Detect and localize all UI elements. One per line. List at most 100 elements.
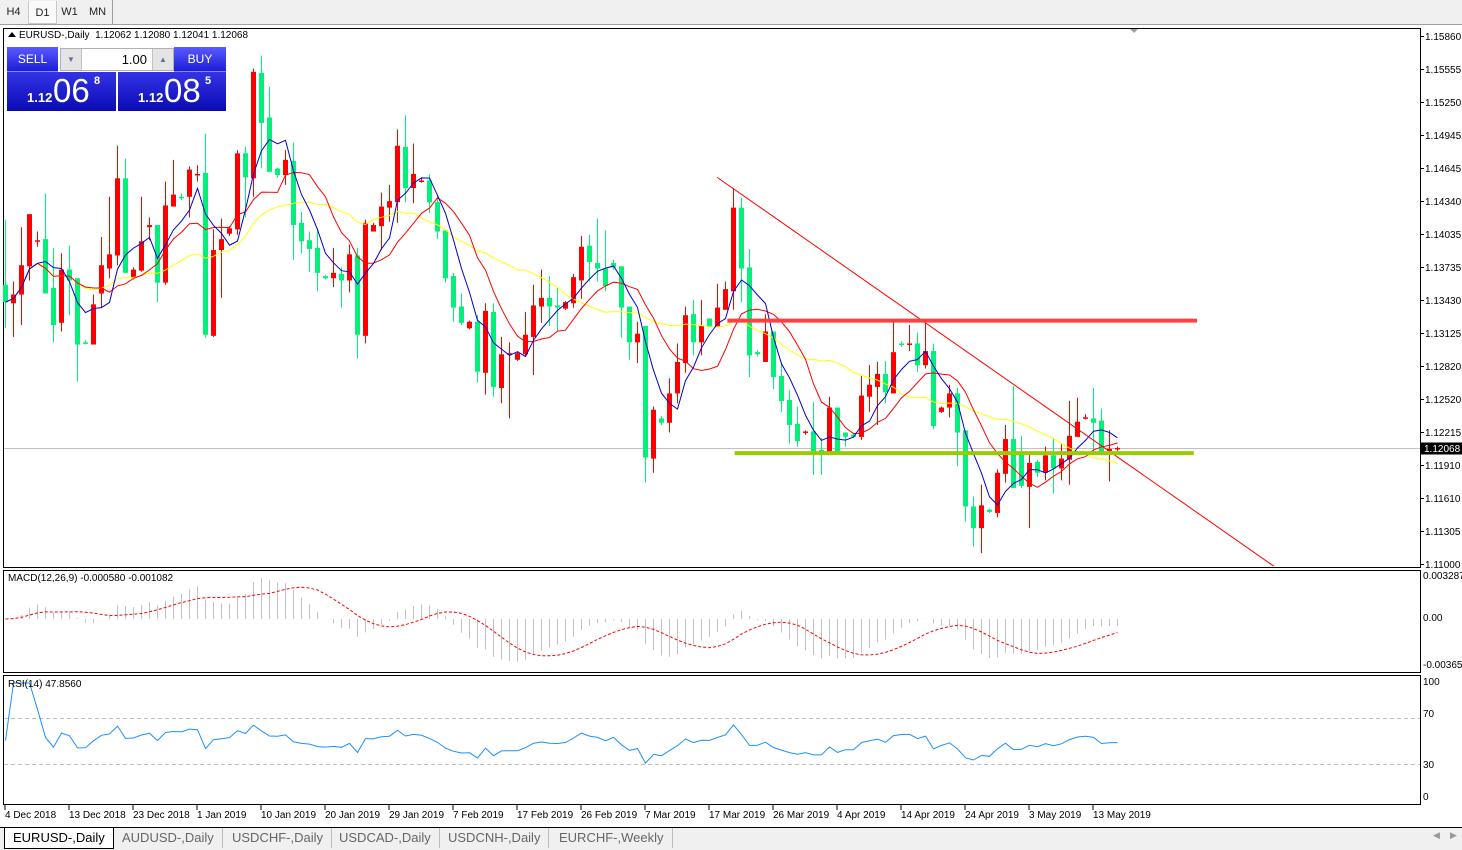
candle-bullish xyxy=(1115,447,1120,450)
tab-eurusd-daily[interactable]: EURUSD-,Daily xyxy=(4,828,114,849)
candle-bearish xyxy=(771,331,776,378)
collapse-triangle-icon[interactable] xyxy=(8,32,16,37)
price-axis-label: 1.15250 xyxy=(1425,98,1462,109)
price-axis-label: 1.14340 xyxy=(1425,197,1462,208)
timeframe-w1[interactable]: W1 xyxy=(61,6,78,18)
candle-bearish xyxy=(707,318,712,328)
candle-bearish xyxy=(259,72,264,123)
chart-shift-marker-icon xyxy=(1130,29,1138,33)
candle-bearish xyxy=(435,202,440,232)
date-axis-label: 3 May 2019 xyxy=(1029,810,1082,821)
tabs-scroll-right-icon[interactable]: ▶ xyxy=(1450,830,1457,840)
candle-bearish xyxy=(275,168,280,176)
candle-bearish xyxy=(587,245,592,262)
chart-canvas[interactable]: 1.15860 1.15555 1.15250 1.14945 1.14645 1.143… xyxy=(0,0,1462,827)
candle-bearish xyxy=(795,423,800,442)
lot-size-input[interactable] xyxy=(83,50,147,68)
candle-bullish xyxy=(1003,439,1008,474)
candle-bullish xyxy=(395,145,400,203)
candle-bullish xyxy=(675,361,680,394)
timeframe-h4[interactable]: H4 xyxy=(6,6,21,18)
timeframe-mn[interactable]: MN xyxy=(88,6,107,18)
candle-bearish xyxy=(155,225,160,283)
price-axis-label: 1.11910 xyxy=(1425,461,1461,472)
sell-price-button[interactable]: 1.12 06 8 xyxy=(7,72,116,111)
candle-bullish xyxy=(99,265,104,294)
lot-size-stepper: ▼ ▲ xyxy=(60,48,174,71)
candle-bearish xyxy=(123,178,128,273)
buy-price-button[interactable]: 1.12 08 5 xyxy=(118,72,226,111)
sell-button[interactable]: SELL xyxy=(7,47,58,72)
current-price-badge xyxy=(1421,442,1462,455)
date-axis-label: 10 Jan 2019 xyxy=(261,810,316,821)
candle-bearish xyxy=(51,288,56,325)
chart-ohlc: 1.12062 1.12080 1.12041 1.12068 xyxy=(95,30,249,41)
ma-slow-line xyxy=(5,201,1118,464)
candle-bearish xyxy=(43,239,48,294)
rsi-axis-100: 100 xyxy=(1423,677,1440,688)
price-axis-label: 1.11610 xyxy=(1425,494,1461,505)
candle-bullish xyxy=(27,214,32,267)
candle-bullish xyxy=(499,354,504,388)
candle-bullish xyxy=(763,331,768,362)
price-axis-label: 1.14035 xyxy=(1425,230,1462,241)
candle-bullish xyxy=(683,315,688,364)
candle-bullish xyxy=(379,206,384,227)
candle-bearish xyxy=(443,230,448,279)
candle-bearish xyxy=(691,314,696,343)
tab-audusd-daily[interactable]: AUDUSD-,Daily xyxy=(114,828,223,848)
trendline xyxy=(716,176,1275,567)
tab-eurchf-weekly[interactable]: EURCHF-,Weekly xyxy=(551,828,673,848)
candle-bearish xyxy=(1051,455,1056,469)
tab-usdcad-daily[interactable]: USDCAD-,Daily xyxy=(331,828,440,848)
timeframe-d1[interactable]: D1 xyxy=(28,1,57,24)
candle-bearish xyxy=(1091,418,1096,423)
price-axis-label: 1.14645 xyxy=(1425,164,1462,175)
candle-bullish xyxy=(411,173,416,189)
candle-bullish xyxy=(723,289,728,310)
price-axis-label: 1.12215 xyxy=(1425,428,1462,439)
candle-bullish xyxy=(531,305,536,337)
tab-usdchf-daily[interactable]: USDCHF-,Daily xyxy=(224,828,332,848)
date-axis-label: 7 Mar 2019 xyxy=(645,810,696,821)
chart-title: EURUSD-,Daily 1.12062 1.12080 1.12041 1.… xyxy=(8,30,248,41)
price-axis-label: 1.12520 xyxy=(1425,395,1462,406)
candle-bearish xyxy=(643,326,648,458)
date-axis-label: 13 Dec 2018 xyxy=(69,810,126,821)
candle-bullish xyxy=(507,353,512,355)
price-axis-label: 1.14945 xyxy=(1425,131,1462,142)
candle-bullish xyxy=(483,310,488,373)
rsi-line xyxy=(5,682,1118,764)
candle-bearish xyxy=(243,153,248,178)
candle-bearish xyxy=(83,342,88,344)
buy-button[interactable]: BUY xyxy=(174,47,226,72)
candle-bullish xyxy=(115,178,120,256)
date-axis-label: 13 May 2019 xyxy=(1093,810,1151,821)
candle-bearish xyxy=(427,180,432,203)
lot-decrease-button[interactable]: ▼ xyxy=(61,49,82,70)
tabs-scroll-left-icon[interactable]: ◀ xyxy=(1433,830,1440,840)
tab-usdcnh-daily[interactable]: USDCNH-,Daily xyxy=(440,828,550,848)
lot-increase-button[interactable]: ▲ xyxy=(152,49,173,70)
candle-bullish xyxy=(979,505,984,529)
ma-mid-line xyxy=(5,171,1118,488)
candle-bearish xyxy=(755,352,760,355)
candle-bullish xyxy=(947,393,952,408)
candle-bullish xyxy=(859,395,864,437)
candle-bullish xyxy=(35,240,40,242)
price-panel xyxy=(3,28,1421,568)
sell-price-big: 06 xyxy=(53,72,90,109)
candle-bullish xyxy=(803,431,808,433)
candle-bearish xyxy=(747,267,752,356)
chart-tabs: EURUSD-,Daily AUDUSD-,Daily USDCHF-,Dail… xyxy=(0,827,1462,850)
candle-bullish xyxy=(187,169,192,197)
price-axis-label: 1.13125 xyxy=(1425,329,1462,340)
candle-bearish xyxy=(299,222,304,242)
macd-axis-zero: 0.00 xyxy=(1423,613,1443,624)
rsi-label: RSI(14) 47.8560 xyxy=(8,679,82,690)
candle-bearish xyxy=(619,266,624,308)
candle-bearish xyxy=(67,269,72,281)
candle-bullish xyxy=(139,241,144,271)
candle-bullish xyxy=(571,277,576,304)
price-axis-label: 1.15860 xyxy=(1425,32,1462,43)
